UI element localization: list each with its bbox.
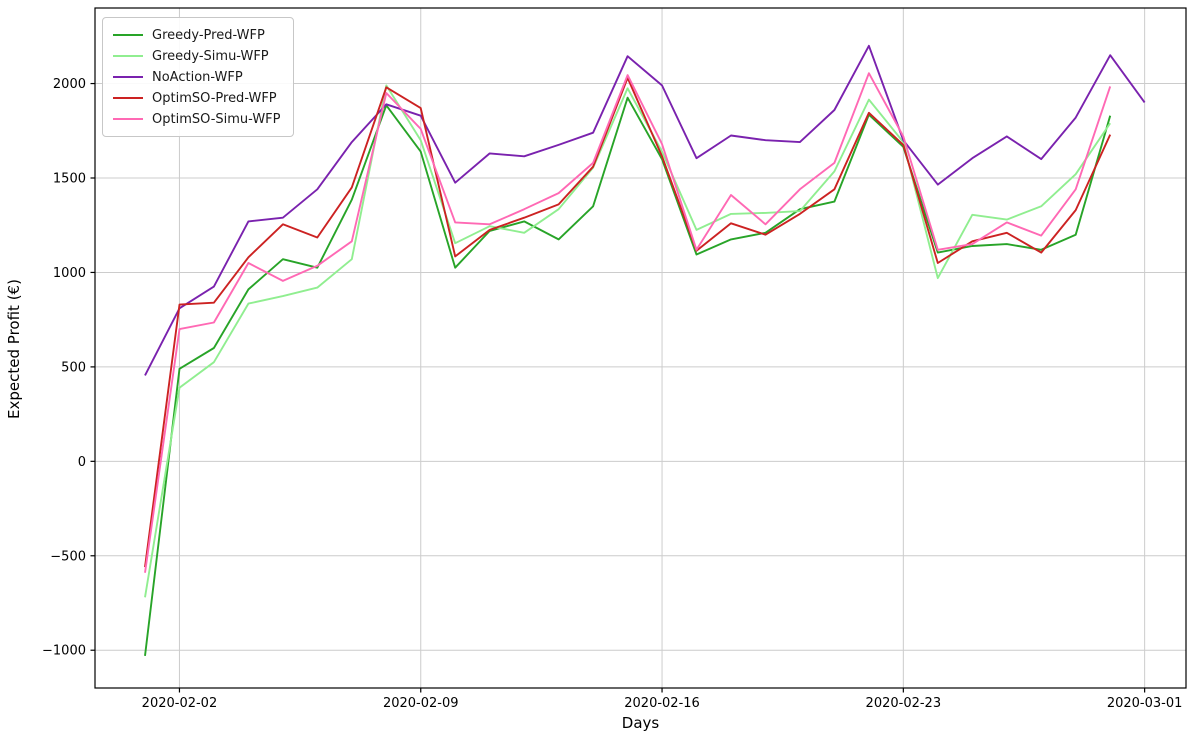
legend: Greedy-Pred-WFP Greedy-Simu-WFP NoAction… [102, 17, 294, 137]
series-line-Greedy-Pred-WFP [144, 96, 1112, 657]
series-line-OptimSO-Simu-WFP [144, 72, 1112, 573]
x-tick-label: 2020-03-01 [1107, 696, 1183, 711]
x-axis-label: Days [621, 714, 660, 732]
x-tick-label: 2020-02-02 [142, 696, 218, 711]
x-tick-label: 2020-02-23 [866, 696, 942, 711]
legend-label: Greedy-Pred-WFP [152, 27, 265, 43]
series-line-NoAction-WFP [144, 44, 1146, 376]
legend-line-swatch [113, 55, 143, 57]
legend-label: OptimSO-Simu-WFP [152, 111, 281, 127]
y-tick-label: −1000 [42, 644, 86, 659]
legend-entry: Greedy-Pred-WFP [113, 26, 281, 44]
legend-entry: OptimSO-Simu-WFP [113, 110, 281, 128]
plot-border [94, 7, 1187, 689]
legend-line-swatch [113, 76, 143, 78]
y-axis-label: Expected Profit (€) [5, 279, 23, 419]
x-tick-label: 2020-02-09 [383, 696, 459, 711]
x-tick-label: 2020-02-16 [624, 696, 700, 711]
y-tick-label: 1500 [53, 172, 86, 187]
legend-line-swatch [113, 34, 143, 36]
legend-label: NoAction-WFP [152, 69, 243, 85]
legend-entry: Greedy-Simu-WFP [113, 47, 281, 65]
y-tick-label: −500 [50, 549, 86, 564]
series-line-OptimSO-Pred-WFP [144, 76, 1112, 568]
legend-label: Greedy-Simu-WFP [152, 48, 269, 64]
legend-entry: OptimSO-Pred-WFP [113, 89, 281, 107]
y-tick-label: 2000 [53, 77, 86, 92]
legend-entry: NoAction-WFP [113, 68, 281, 86]
legend-line-swatch [113, 97, 143, 99]
y-tick-label: 1000 [53, 266, 86, 281]
y-tick-label: 0 [78, 455, 86, 470]
legend-label: OptimSO-Pred-WFP [152, 90, 277, 106]
y-tick-label: 500 [61, 360, 86, 375]
series-line-Greedy-Simu-WFP [144, 84, 1111, 598]
legend-line-swatch [113, 118, 143, 120]
